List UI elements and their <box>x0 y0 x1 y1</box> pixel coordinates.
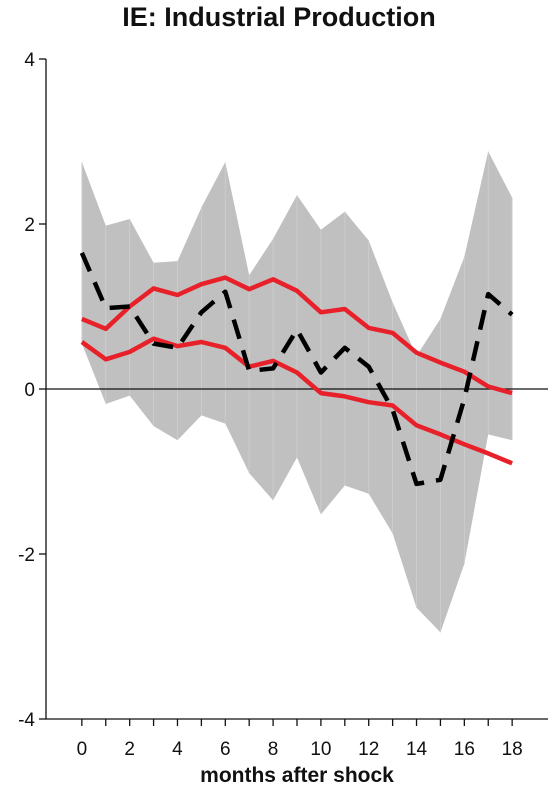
confidence-band-layer <box>81 151 513 633</box>
y-tick-label: -2 <box>18 545 35 566</box>
y-tick-label: 4 <box>24 50 35 71</box>
y-tick-label: 2 <box>24 215 35 236</box>
x-tick-label: 18 <box>502 739 523 760</box>
x-tick-label: 8 <box>268 739 279 760</box>
chart-title: IE: Industrial Production <box>122 2 436 32</box>
x-tick-label: 12 <box>358 739 379 760</box>
y-tick-label: 0 <box>24 380 35 401</box>
x-tick-label: 6 <box>220 739 231 760</box>
x-tick-label: 0 <box>77 739 88 760</box>
red-series-line-2 <box>80 336 513 466</box>
series-layer <box>79 252 514 487</box>
x-tick-label: 2 <box>124 739 135 760</box>
y-tick-label: -4 <box>18 710 35 731</box>
tick-layer: 4 2 0 -2 -4 0 2 4 6 8 10 12 14 16 18 <box>18 50 523 760</box>
dashed-series-line <box>79 252 514 487</box>
x-tick-label: 4 <box>172 739 183 760</box>
x-tick-label: 16 <box>454 739 475 760</box>
x-axis-label: months after shock <box>200 764 394 787</box>
x-tick-label: 14 <box>406 739 428 760</box>
x-tick-label: 10 <box>310 739 331 760</box>
red-series-line-1 <box>81 275 513 396</box>
